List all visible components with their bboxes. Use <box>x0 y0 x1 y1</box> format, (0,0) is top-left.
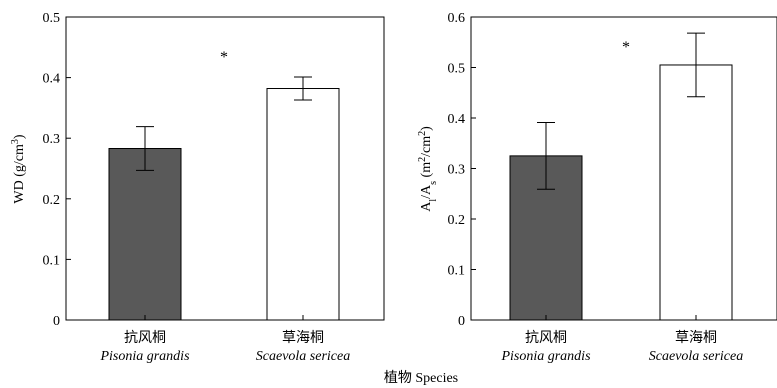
y-ticks-al-as: 0 0.1 0.2 0.3 0.4 0.5 0.6 <box>448 11 476 329</box>
y-axis-label-al-as-a: A <box>419 201 434 212</box>
error-bars-al-as <box>537 32 705 190</box>
y-tick-label-al-as: 0.5 <box>448 62 466 77</box>
y-axis-label-al-as-sup1: 2 <box>417 157 428 162</box>
y-tick-label-wd: 0.3 <box>43 132 61 147</box>
y-tick-label-wd: 0.4 <box>43 72 61 87</box>
y-tick-label-wd: 0.2 <box>43 193 61 208</box>
y-ticks-wd: 0 0.1 0.2 0.3 0.4 0.5 <box>43 11 71 329</box>
y-axis-label-al-as-sub1: l <box>428 199 439 202</box>
x-category-label-cn-wd-1: 抗风桐 <box>124 330 166 346</box>
y-axis-label-wd-close: ) <box>12 134 27 139</box>
x-category-label-latin-al-as-2: Scaevola sericea <box>649 349 743 364</box>
x-category-label-cn-al-as-1: 抗风桐 <box>525 330 567 346</box>
bars-wd <box>108 88 340 321</box>
x-category-labels-wd: 抗风桐 Pisonia grandis 草海桐 Scaevola sericea <box>99 315 350 364</box>
y-axis-label-al-as-slash: /cm <box>419 136 434 157</box>
y-tick-label-al-as: 0.1 <box>448 264 466 279</box>
significance-marker-al-as: * <box>622 39 630 56</box>
bar-wd-2 <box>266 88 340 321</box>
x-category-label-latin-wd-1: Pisonia grandis <box>99 349 190 364</box>
y-tick-label-al-as: 0.6 <box>448 11 466 26</box>
significance-marker-wd: * <box>220 49 228 66</box>
y-tick-label-wd: 0.1 <box>43 253 61 268</box>
y-axis-label-al-as-sub2: s <box>428 181 439 185</box>
y-axis-label-al-as-mid: /A <box>419 184 434 199</box>
x-axis-title: 植物 Species <box>384 370 458 386</box>
x-category-labels-al-as: 抗风桐 Pisonia grandis 草海桐 Scaevola sericea <box>500 315 743 364</box>
x-category-label-latin-wd-2: Scaevola sericea <box>256 349 350 364</box>
y-axis-label-al-as-open: (m <box>419 162 434 181</box>
y-axis-label-wd-main: WD (g/cm <box>12 144 27 204</box>
y-tick-label-wd: 0.5 <box>43 11 61 26</box>
y-tick-label-al-as: 0 <box>458 314 465 329</box>
y-tick-label-al-as: 0.2 <box>448 213 466 228</box>
x-category-label-cn-al-as-2: 草海桐 <box>675 330 717 346</box>
bar-al-as-2 <box>659 64 733 321</box>
y-tick-label-al-as: 0.3 <box>448 163 466 178</box>
y-axis-label-al-as-close: ) <box>419 126 434 131</box>
y-tick-label-wd: 0 <box>53 314 60 329</box>
x-category-label-latin-al-as-1: Pisonia grandis <box>500 349 591 364</box>
error-bars-wd <box>136 76 312 171</box>
bars-al-as <box>509 64 733 321</box>
y-tick-label-al-as: 0.4 <box>448 112 466 127</box>
y-axis-label-wd: WD (g/cm3) <box>10 134 28 203</box>
plot-frame-wd <box>65 16 385 321</box>
panel-wd: 0 0.1 0.2 0.3 0.4 0.5 * 抗风桐 Pisonia grandis 草海桐… <box>10 11 385 364</box>
y-axis-label-al-as-sup2: 2 <box>417 131 428 136</box>
x-category-label-cn-wd-2: 草海桐 <box>282 330 324 346</box>
panel-al-as: 0 0.1 0.2 0.3 0.4 0.5 0.6 * 抗风桐 Pisonia grandis… <box>417 11 777 364</box>
bar-wd-1 <box>108 148 182 321</box>
y-axis-label-al-as: Al/As (m2/cm2) <box>417 126 439 212</box>
y-axis-label-wd-sup: 3 <box>10 139 21 144</box>
